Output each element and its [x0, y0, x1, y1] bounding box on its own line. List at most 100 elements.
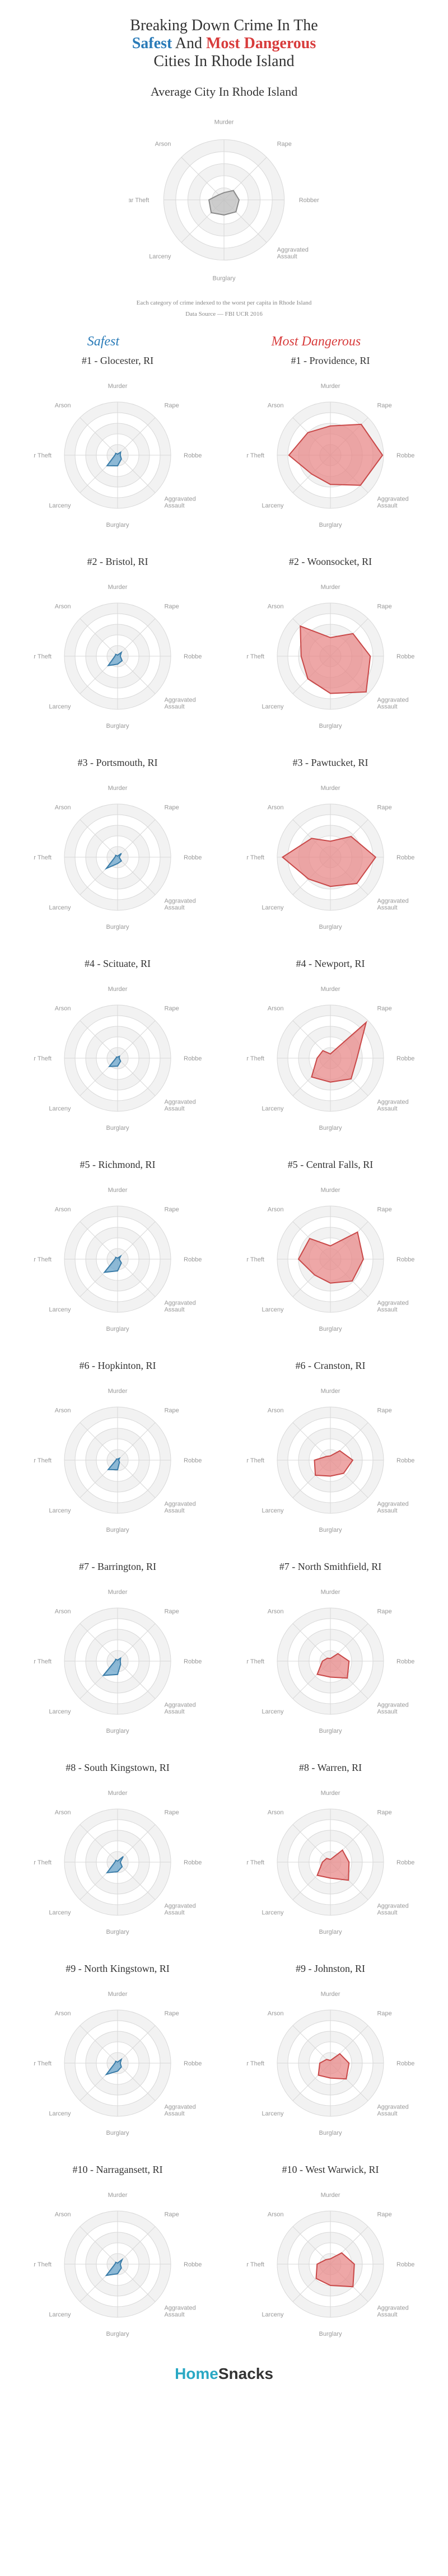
svg-text:Assault: Assault [164, 904, 184, 911]
svg-text:Car Theft: Car Theft [246, 1055, 264, 1062]
svg-text:Murder: Murder [321, 383, 340, 390]
svg-text:Larceny: Larceny [262, 1708, 284, 1715]
svg-text:Robbery: Robbery [396, 2261, 414, 2268]
radar-chart: MurderRapeRobberyAggravatedAssaultBurgla… [246, 1175, 414, 1343]
safe-cell: #10 - Narragansett, RI MurderRapeRobbery… [17, 2164, 218, 2348]
svg-text:Arson: Arson [268, 1207, 284, 1213]
danger-chart: MurderRapeRobberyAggravatedAssaultBurgla… [230, 773, 431, 941]
svg-text:Larceny: Larceny [149, 254, 171, 260]
danger-city-title: #1 - Providence, RI [230, 355, 431, 367]
svg-text:Arson: Arson [268, 1810, 284, 1816]
svg-text:Car Theft: Car Theft [34, 2261, 52, 2268]
title-dangerous: Most Dangerous [206, 35, 316, 52]
svg-text:Car Theft: Car Theft [34, 2060, 52, 2067]
svg-text:Car Theft: Car Theft [34, 1256, 52, 1263]
svg-text:Car Theft: Car Theft [34, 1859, 52, 1866]
chart-row: #7 - Barrington, RI MurderRapeRobberyAgg… [11, 1561, 437, 1745]
svg-text:Rape: Rape [164, 1408, 179, 1414]
safe-cell: #6 - Hopkinton, RI MurderRapeRobberyAggr… [17, 1360, 218, 1544]
danger-city-title: #6 - Cranston, RI [230, 1360, 431, 1372]
svg-text:Murder: Murder [321, 986, 340, 993]
svg-text:Burglary: Burglary [319, 1527, 342, 1534]
svg-text:Rape: Rape [377, 2212, 391, 2218]
svg-text:Robbery: Robbery [396, 1256, 414, 1263]
svg-text:Robbery: Robbery [299, 197, 319, 204]
svg-text:Burglary: Burglary [319, 924, 342, 931]
svg-text:Murder: Murder [108, 1187, 128, 1194]
svg-text:Burglary: Burglary [106, 723, 129, 730]
svg-text:Aggravated: Aggravated [164, 495, 195, 502]
svg-text:Assault: Assault [377, 1909, 397, 1916]
svg-text:Robbery: Robbery [184, 2261, 202, 2268]
danger-chart: MurderRapeRobberyAggravatedAssaultBurgla… [230, 371, 431, 539]
svg-text:Rape: Rape [377, 1207, 391, 1213]
svg-text:Assault: Assault [377, 703, 397, 710]
svg-text:Assault: Assault [164, 2311, 184, 2318]
safe-chart: MurderRapeRobberyAggravatedAssaultBurgla… [17, 1376, 218, 1544]
svg-text:Murder: Murder [108, 2192, 128, 2199]
svg-text:Rape: Rape [164, 1006, 179, 1012]
svg-text:Larceny: Larceny [262, 2311, 284, 2318]
danger-cell: #8 - Warren, RI MurderRapeRobberyAggrava… [230, 1762, 431, 1946]
radar-chart: MurderRapeRobberyAggravatedAssaultBurgla… [246, 974, 414, 1142]
svg-text:Aggravated: Aggravated [164, 2304, 195, 2311]
svg-text:Rape: Rape [164, 1609, 179, 1615]
svg-text:Larceny: Larceny [49, 1507, 71, 1514]
danger-cell: #5 - Central Falls, RI MurderRapeRobbery… [230, 1159, 431, 1343]
svg-text:Arson: Arson [55, 2011, 71, 2017]
radar-chart: MurderRapeRobberyAggravatedAssaultBurgla… [246, 773, 414, 941]
safe-city-title: #5 - Richmond, RI [17, 1159, 218, 1171]
svg-text:Aggravated: Aggravated [377, 2103, 408, 2110]
chart-row: #8 - South Kingstown, RI MurderRapeRobbe… [11, 1762, 437, 1946]
svg-text:Robbery: Robbery [396, 854, 414, 861]
radar-chart: MurderRapeRobberyAggravatedAssaultBurgla… [34, 974, 202, 1142]
title-safest: Safest [132, 35, 172, 52]
svg-text:Rape: Rape [377, 604, 391, 610]
svg-text:Robbery: Robbery [396, 653, 414, 660]
radar-chart: MurderRapeRobberyAggravatedAssaultBurgla… [246, 572, 414, 740]
svg-text:Assault: Assault [164, 1708, 184, 1715]
svg-text:Murder: Murder [108, 383, 128, 390]
title-prefix: Breaking Down Crime In The [130, 17, 318, 34]
svg-text:Rape: Rape [377, 1609, 391, 1615]
radar-chart: MurderRapeRobberyAggravatedAssaultBurgla… [34, 1979, 202, 2147]
svg-text:Rape: Rape [164, 1207, 179, 1213]
footer-logo: HomeSnacks [11, 2365, 437, 2383]
svg-text:Car Theft: Car Theft [34, 452, 52, 459]
svg-text:Arson: Arson [55, 1408, 71, 1414]
svg-text:Assault: Assault [377, 1507, 397, 1514]
svg-text:Assault: Assault [377, 1708, 397, 1715]
svg-text:Murder: Murder [108, 785, 128, 792]
svg-text:Burglary: Burglary [319, 2130, 342, 2136]
safe-city-title: #8 - South Kingstown, RI [17, 1762, 218, 1774]
svg-text:Arson: Arson [55, 1810, 71, 1816]
safe-chart: MurderRapeRobberyAggravatedAssaultBurgla… [17, 371, 218, 539]
svg-text:Car Theft: Car Theft [34, 854, 52, 861]
danger-chart: MurderRapeRobberyAggravatedAssaultBurgla… [230, 974, 431, 1142]
svg-text:Larceny: Larceny [262, 904, 284, 911]
svg-text:Assault: Assault [377, 1306, 397, 1313]
svg-text:Arson: Arson [268, 1609, 284, 1615]
svg-text:Robbery: Robbery [184, 1859, 202, 1866]
svg-text:Aggravated: Aggravated [164, 897, 195, 904]
svg-text:Rape: Rape [164, 2212, 179, 2218]
safe-city-title: #3 - Portsmouth, RI [17, 757, 218, 769]
svg-text:Car Theft: Car Theft [246, 854, 264, 861]
header-dangerous: Most Dangerous [271, 334, 361, 349]
svg-text:Arson: Arson [55, 604, 71, 610]
svg-text:Larceny: Larceny [262, 1105, 284, 1112]
svg-text:Robbery: Robbery [396, 1457, 414, 1464]
safe-cell: #9 - North Kingstown, RI MurderRapeRobbe… [17, 1963, 218, 2147]
svg-text:Burglary: Burglary [319, 1728, 342, 1735]
svg-text:Burglary: Burglary [106, 2331, 129, 2337]
danger-cell: #10 - West Warwick, RI MurderRapeRobbery… [230, 2164, 431, 2348]
danger-chart: MurderRapeRobberyAggravatedAssaultBurgla… [230, 1376, 431, 1544]
svg-text:Arson: Arson [55, 2212, 71, 2218]
radar-chart: MurderRapeRobberyAggravatedAssaultBurgla… [246, 1778, 414, 1946]
svg-text:Murder: Murder [321, 1187, 340, 1194]
svg-text:Car Theft: Car Theft [246, 1859, 264, 1866]
svg-text:Rape: Rape [164, 805, 179, 811]
radar-chart: MurderRapeRobberyAggravatedAssaultBurgla… [34, 1175, 202, 1343]
svg-text:Burglary: Burglary [319, 1326, 342, 1333]
svg-text:Robbery: Robbery [184, 1658, 202, 1665]
